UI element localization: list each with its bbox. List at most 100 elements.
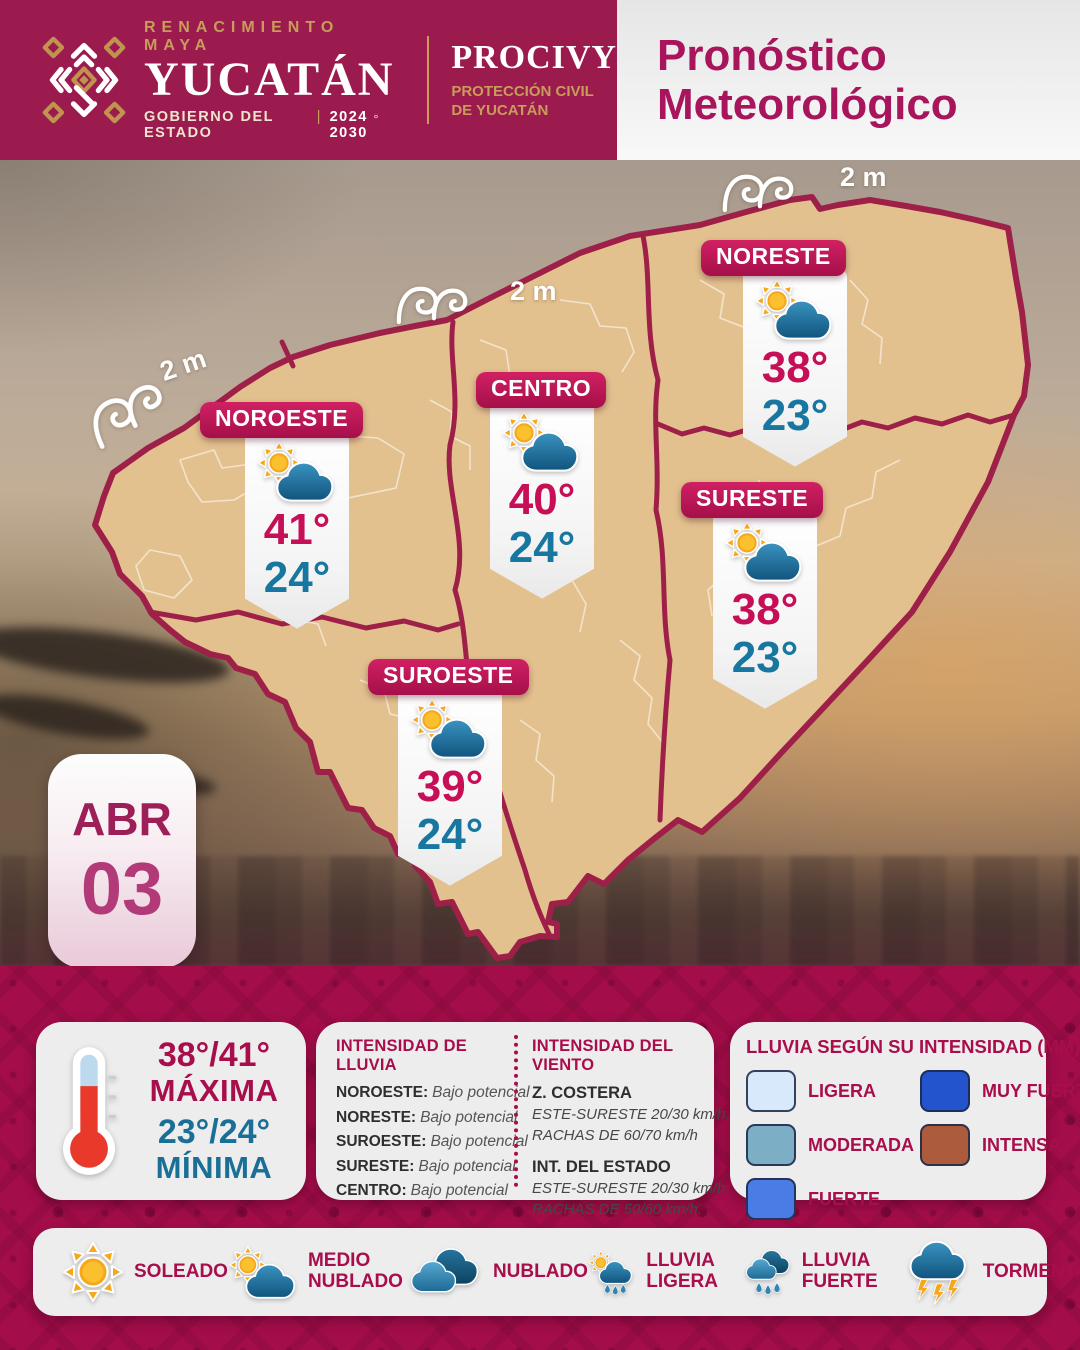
weather-icon-legend-panel: SOLEADO MEDIO NUBLADO NUBLADO LLUVIA LIG… [33, 1228, 1080, 1316]
cloud-icon [408, 1243, 484, 1301]
wind-intensity-section: INTENSIDAD DEL VIENTO Z. COSTERA ESTE-SU… [518, 1022, 730, 1218]
temperature-summary: 38°/41° MÁXIMA 23°/24° MÍNIMA [128, 1035, 300, 1186]
legend-item-muy-fuerte: MUY FUERTE [920, 1070, 1080, 1112]
brand-bar: RENACIMIENTO MAYA YUCATÁN GOBIERNO DEL E… [0, 0, 617, 160]
wind-value: ESTE-SURESTE 20/30 km/h. [532, 1106, 730, 1123]
region-boundaries [147, 233, 1017, 939]
wind-section-title: INTENSIDAD DEL VIENTO [532, 1037, 673, 1074]
sun-rain-icon [588, 1239, 637, 1305]
legend-item-medio-nublado: MEDIO NUBLADO [228, 1243, 408, 1301]
wind-value: RACHAS DE 60/70 km/h [532, 1127, 698, 1144]
page-title: Pronóstico Meteorológico [657, 30, 958, 129]
thermometer-icon [50, 1045, 128, 1177]
sun-cloud-icon [499, 410, 585, 472]
government-label: GOBIERNO DEL ESTADO [144, 108, 274, 141]
rain-icon [743, 1239, 793, 1305]
color-swatch [746, 1124, 796, 1166]
rain-row: NORESTE: Bajo potencial [336, 1108, 518, 1126]
brand-subtitle: GOBIERNO DEL ESTADO | 2024 ◦ 2030 [144, 108, 405, 141]
forecast-card: 39° 24° [398, 687, 502, 886]
dotted-divider [514, 1035, 518, 1187]
date-badge: ABR 03 [48, 754, 196, 966]
min-temp: 24° [508, 522, 576, 572]
legend-item-moderada: MODERADA [746, 1124, 914, 1166]
header: RENACIMIENTO MAYA YUCATÁN GOBIERNO DEL E… [0, 0, 1080, 160]
max-temp: 41° [263, 505, 331, 554]
rain-row: SURESTE: Bajo potencial [336, 1157, 516, 1175]
min-temp: 24° [416, 809, 484, 859]
sun-cloud-icon [407, 697, 493, 759]
wave-icon [396, 280, 470, 326]
sun-icon [61, 1240, 125, 1304]
date-day: 03 [80, 847, 164, 930]
storm-icon [902, 1239, 974, 1305]
color-swatch [746, 1178, 796, 1220]
footer: 38°/41° MÁXIMA 23°/24° MÍNIMA INTENSIDAD… [0, 966, 1080, 1350]
min-temp-range: 23°/24° [157, 1113, 271, 1151]
sun-cloud-icon [254, 440, 340, 502]
rain-intensity-legend-panel: LLUVIA SEGÚN SU INTENSIDAD (MM) LIGERA M… [730, 1022, 1080, 1220]
color-swatch [746, 1070, 796, 1112]
wind-value: RACHAS DE 50/60 km/h. [532, 1201, 703, 1218]
legend-item-nublado: NUBLADO [408, 1243, 588, 1301]
yucatan-government-logo-icon [40, 32, 128, 128]
min-temp-label: MÍNIMA [155, 1150, 273, 1186]
brand-text: RENACIMIENTO MAYA YUCATÁN GOBIERNO DEL E… [144, 19, 405, 140]
map-scene: 2 m 2 m 2 m NORESTE 38° 23° CENTRO 40° 2… [0, 160, 1080, 966]
max-temp: 38° [761, 343, 829, 392]
legend-item-intensa: INTENSA [920, 1124, 1080, 1166]
color-swatch [920, 1070, 970, 1112]
wave-height-label: 2 m [840, 162, 887, 192]
wind-value: ESTE-SURESTE 20/30 km/h [532, 1180, 726, 1197]
forecast-card: 41° 24° [245, 430, 349, 629]
legend-item-fuerte: FUERTE [746, 1178, 914, 1220]
forecast-card: 38° 23° [743, 268, 847, 467]
min-temp: 24° [263, 552, 331, 602]
forecast-card: 40° 24° [490, 400, 594, 599]
wave-icon [722, 168, 796, 214]
agency-block: PROCIVY PROTECCIÓN CIVIL DE YUCATÁN [451, 39, 617, 121]
sun-cloud-icon [722, 520, 808, 582]
color-swatch [920, 1124, 970, 1166]
sun-cloud-icon [228, 1243, 299, 1301]
rain-section-title: INTENSIDAD DE LLUVIA [336, 1037, 467, 1074]
separator: | [316, 107, 321, 125]
temperature-summary-panel: 38°/41° MÁXIMA 23°/24° MÍNIMA [36, 1022, 306, 1200]
rain-row: CENTRO: Bajo potencial [336, 1182, 508, 1199]
region-label-chip: SURESTE [681, 482, 824, 518]
agency-name: PROCIVY [451, 39, 617, 77]
brand-tagline: RENACIMIENTO MAYA [144, 19, 340, 55]
legend-grid: LIGERA MUY FUERTE MODERADA INTENSA FUERT… [746, 1070, 1080, 1220]
forecast-card: 38° 23° [713, 510, 817, 709]
region-label-chip: NOROESTE [200, 402, 364, 438]
region-forecast-noreste: NORESTE 38° 23° [701, 240, 847, 467]
wave-height-label: 2 m [510, 276, 557, 306]
wind-zone-label: INT. DEL ESTADO [532, 1158, 671, 1176]
vertical-divider [427, 36, 430, 124]
max-temp: 39° [416, 762, 484, 811]
agency-subtitle: PROTECCIÓN CIVIL DE YUCATÁN [451, 83, 594, 119]
region-forecast-suroeste: SUROESTE 39° 24° [368, 659, 529, 886]
region-label-chip: CENTRO [476, 372, 607, 408]
wind-zone-label: Z. COSTERA [532, 1084, 632, 1102]
brand-name: YUCATÁN [144, 53, 395, 107]
date-month: ABR [72, 793, 172, 845]
legend-item-lluvia-fuerte: LLUVIA FUERTE [743, 1239, 902, 1305]
max-temp-range: 38°/41° [157, 1035, 271, 1074]
max-temp: 38° [731, 585, 799, 634]
legend-item-lluvia-ligera: LLUVIA LIGERA [588, 1239, 743, 1305]
region-forecast-centro: CENTRO 40° 24° [476, 372, 607, 599]
legend-title: LLUVIA SEGÚN SU INTENSIDAD (MM) [746, 1036, 1080, 1057]
max-temp: 40° [508, 475, 576, 524]
legend-item-tormenta: TORMENTA [902, 1239, 1080, 1305]
region-label-chip: NORESTE [701, 240, 846, 276]
region-label-chip: SUROESTE [368, 659, 529, 695]
max-temp-label: MÁXIMA [149, 1072, 279, 1108]
period-label: 2024 ◦ 2030 [329, 108, 381, 141]
rain-row: SUROESTE: Bajo potencial [336, 1133, 528, 1150]
rain-intensity-section: INTENSIDAD DE LLUVIA NOROESTE: Bajo poten… [316, 1022, 530, 1200]
legend-item-soleado: SOLEADO [61, 1240, 228, 1304]
legend-item-ligera: LIGERA [746, 1070, 914, 1112]
rain-wind-panel: INTENSIDAD DE LLUVIA NOROESTE: Bajo poten… [316, 1022, 730, 1218]
min-temp: 23° [731, 632, 799, 682]
